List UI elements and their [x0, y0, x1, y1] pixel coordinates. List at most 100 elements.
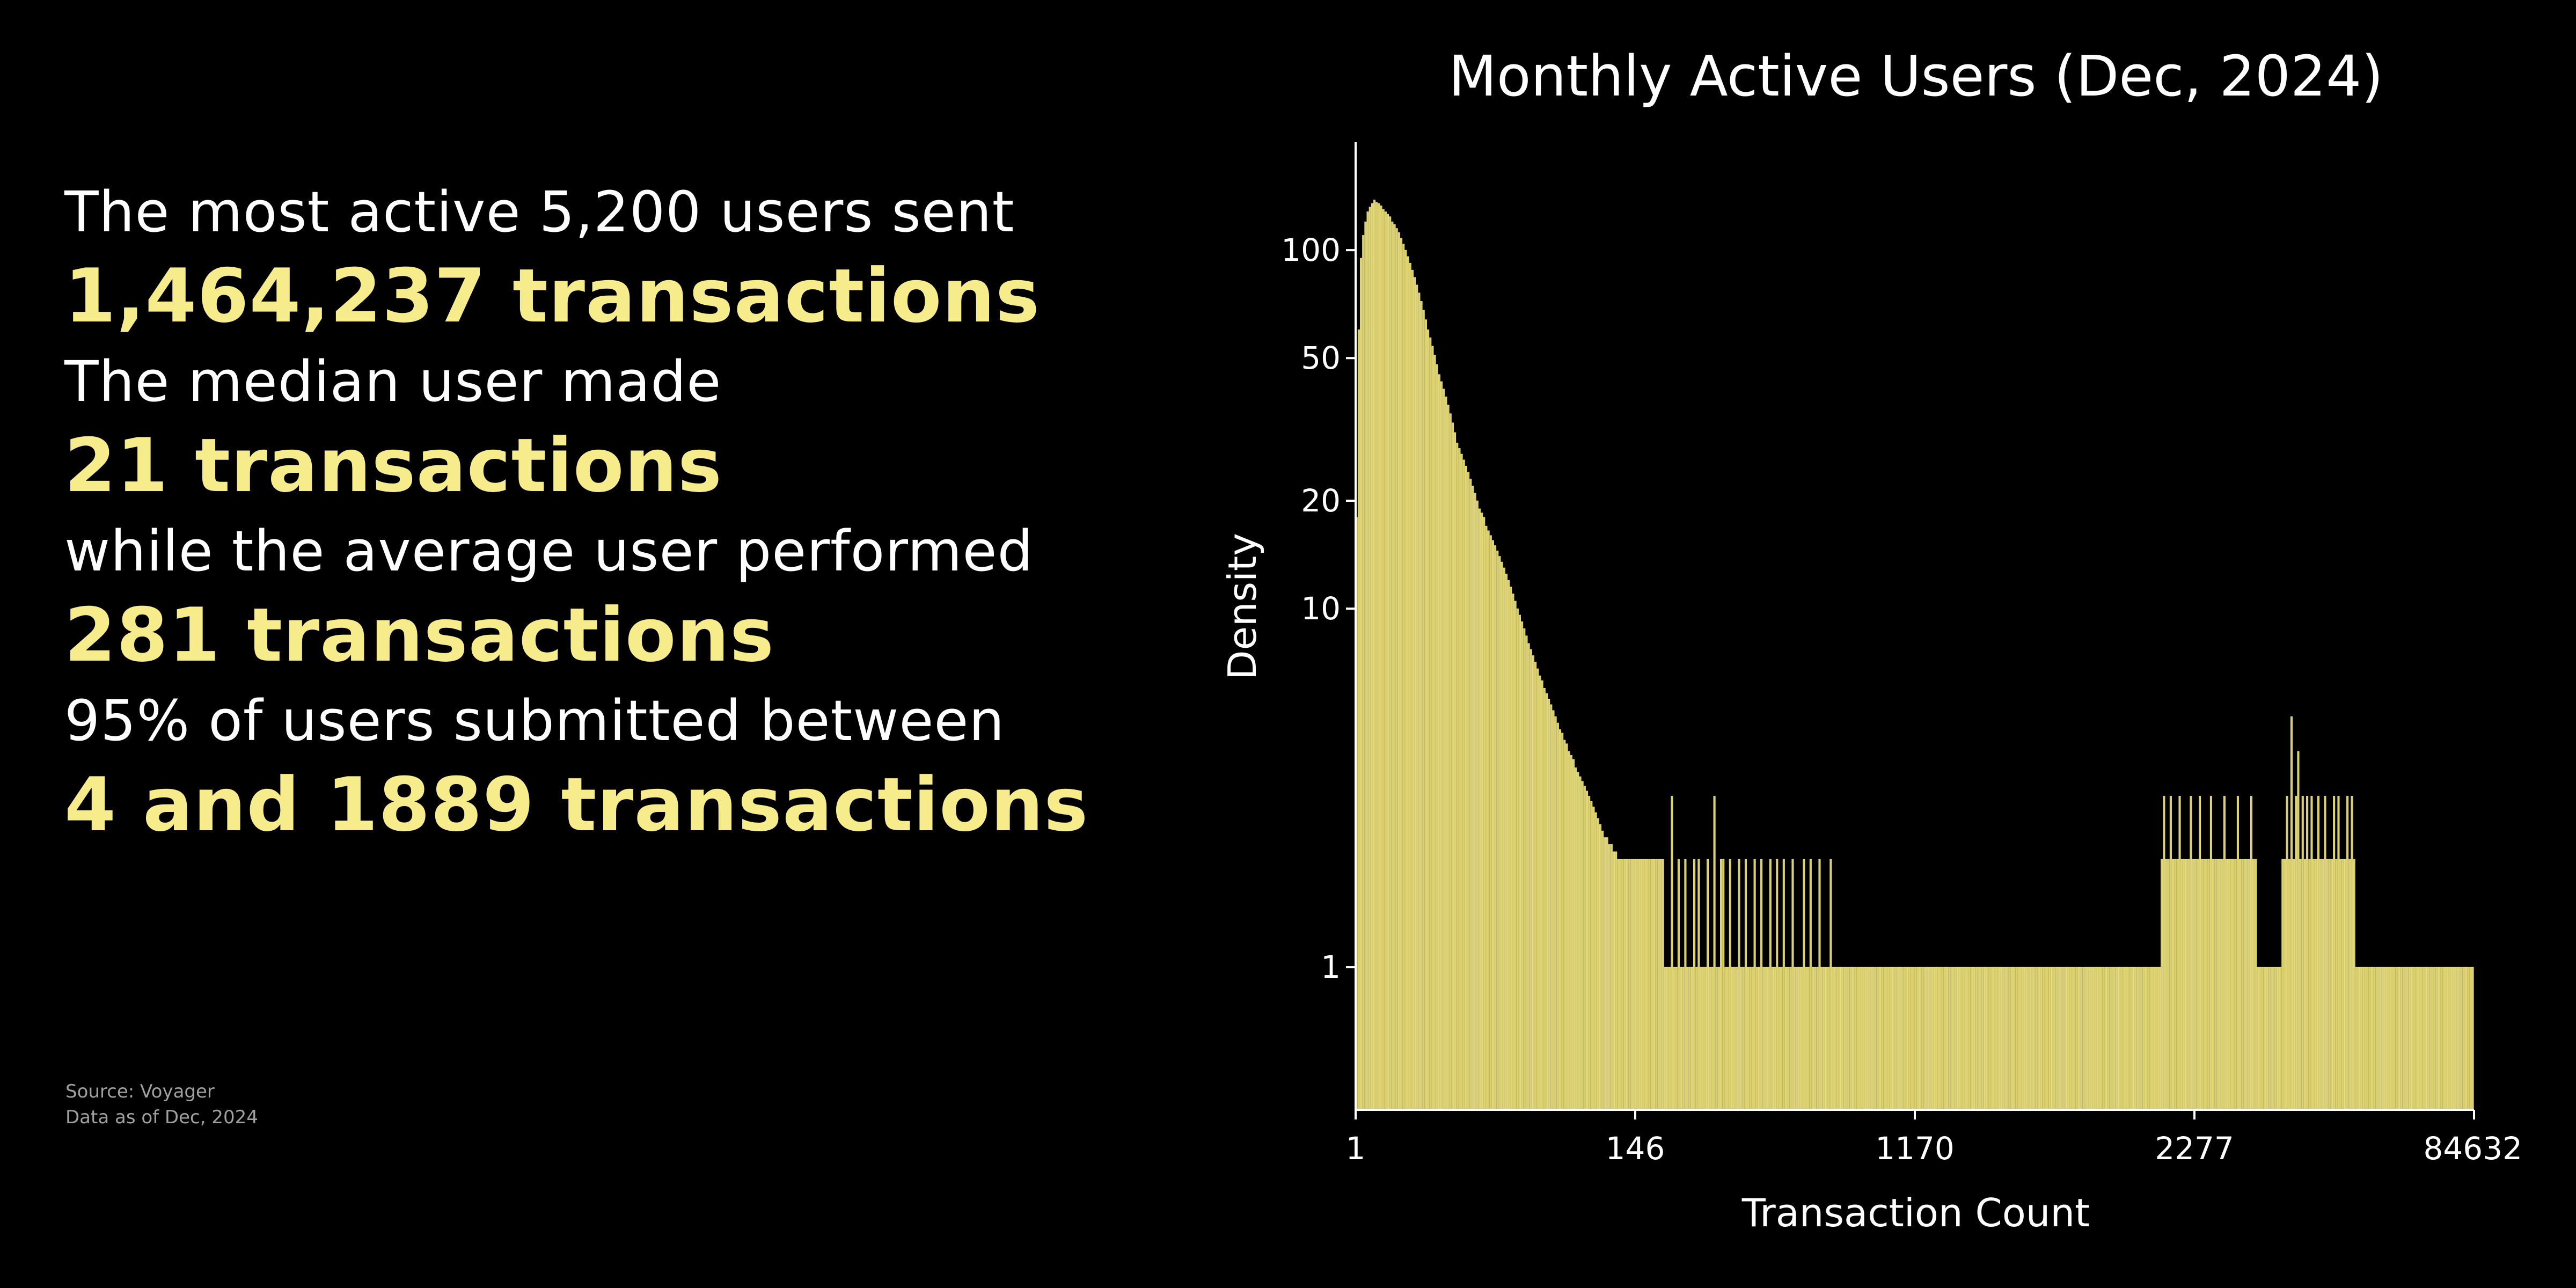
- histogram-bar: [2037, 967, 2040, 1110]
- histogram-bar: [1583, 786, 1586, 1110]
- histogram-bar: [2064, 967, 2067, 1110]
- histogram-bar: [1532, 655, 1534, 1110]
- histogram-bar: [1970, 967, 1973, 1110]
- histogram-bar: [2196, 859, 2199, 1110]
- histogram-bar: [1633, 859, 1635, 1110]
- histogram-bar: [2387, 967, 2389, 1110]
- histogram-bar: [2270, 967, 2273, 1110]
- histogram-bar: [2395, 967, 2398, 1110]
- histogram-bar: [2339, 859, 2342, 1110]
- histogram-bar: [1572, 759, 1575, 1110]
- histogram-bar: [1496, 551, 1499, 1110]
- histogram-bar: [2042, 967, 2045, 1110]
- histogram-bar: [1489, 535, 1492, 1110]
- histogram-bar: [1789, 967, 1792, 1110]
- histogram-bar: [2055, 967, 2058, 1110]
- histogram-bar: [1451, 422, 1454, 1110]
- histogram-bar: [1981, 967, 1984, 1110]
- histogram-bar: [1993, 967, 1995, 1110]
- histogram-bar: [1820, 967, 1823, 1110]
- histogram-bar: [1673, 967, 1675, 1110]
- histogram-bar: [2373, 967, 2376, 1110]
- histogram-bar: [1695, 967, 1698, 1110]
- histogram-bar: [1962, 967, 1964, 1110]
- histogram-bar: [2431, 967, 2434, 1110]
- histogram-bar: [1407, 256, 1409, 1110]
- histogram-bar: [2389, 967, 2391, 1110]
- histogram-bar: [1668, 967, 1671, 1110]
- histogram-bar: [1935, 967, 1937, 1110]
- histogram-bar: [2293, 859, 2295, 1110]
- histogram-bar: [1923, 967, 1926, 1110]
- histogram-bar: [2010, 967, 2013, 1110]
- histogram-bar: [1816, 967, 1819, 1110]
- stats-panel: The most active 5,200 users sent 1,464,2…: [64, 177, 1181, 855]
- histogram-bar: [1955, 967, 1957, 1110]
- histogram-bar: [1505, 574, 1507, 1110]
- histogram-bar: [1952, 967, 1955, 1110]
- histogram-bar: [1550, 704, 1553, 1110]
- histogram-bar: [1843, 967, 1846, 1110]
- histogram-bar: [1635, 859, 1637, 1110]
- histogram-bar: [1707, 859, 1709, 1110]
- histogram-bar: [1946, 967, 1949, 1110]
- histogram-bar: [2353, 859, 2355, 1110]
- histogram-bar: [1827, 967, 1830, 1110]
- histogram-bar: [2187, 859, 2190, 1110]
- histogram-bar: [1794, 967, 1796, 1110]
- histogram-bar: [2098, 967, 2101, 1110]
- histogram-bar: [2355, 967, 2358, 1110]
- histogram-bar: [2333, 796, 2336, 1110]
- histogram-bar: [1644, 859, 1646, 1110]
- histogram-bar: [2346, 796, 2349, 1110]
- histogram-bar: [2000, 967, 2002, 1110]
- histogram-bar: [1798, 967, 1801, 1110]
- histogram-bar: [2335, 859, 2338, 1110]
- histogram-bar: [1575, 767, 1577, 1110]
- histogram-bar: [2322, 859, 2324, 1110]
- histogram-bar: [1704, 967, 1707, 1110]
- histogram-bar: [1796, 967, 1798, 1110]
- histogram-bar: [1865, 967, 1868, 1110]
- histogram-bar: [1539, 675, 1541, 1110]
- histogram-bar: [2205, 859, 2208, 1110]
- histogram-bar: [1769, 859, 1772, 1110]
- histogram-bar: [1545, 693, 1548, 1110]
- histogram-bar: [2089, 967, 2091, 1110]
- histogram-bar: [1968, 967, 1971, 1110]
- histogram-bar: [2006, 967, 2009, 1110]
- histogram-bar: [1753, 859, 1756, 1110]
- histogram-bar: [2467, 967, 2470, 1110]
- histogram-bar: [2060, 967, 2062, 1110]
- histogram-bar: [1939, 967, 1942, 1110]
- histogram-bar: [1568, 751, 1570, 1110]
- histogram-bar: [1805, 967, 1807, 1110]
- histogram-bar: [1778, 967, 1781, 1110]
- histogram-bar: [1838, 967, 1841, 1110]
- histogram-bar: [1380, 206, 1382, 1110]
- histogram-bar: [1856, 967, 1859, 1110]
- histogram-bar: [2301, 796, 2304, 1110]
- histogram-bar: [1713, 796, 1716, 1110]
- histogram-bar: [2165, 859, 2168, 1110]
- histogram-bar: [1686, 967, 1689, 1110]
- histogram-bar: [1845, 967, 1848, 1110]
- histogram-bar: [2120, 967, 2123, 1110]
- histogram-bar: [1841, 967, 1843, 1110]
- histogram-bar: [2142, 967, 2145, 1110]
- histogram-bar: [1525, 635, 1528, 1110]
- histogram-bar: [2138, 967, 2141, 1110]
- histogram-bar: [1975, 967, 1978, 1110]
- histogram-bar: [2158, 967, 2161, 1110]
- histogram-bar: [2096, 967, 2098, 1110]
- histogram-bar: [2035, 967, 2038, 1110]
- histogram-bar: [1456, 442, 1459, 1110]
- histogram-bar: [2040, 967, 2043, 1110]
- histogram-bar: [1409, 262, 1411, 1110]
- histogram-bar: [2281, 859, 2284, 1110]
- histogram-bar: [1682, 967, 1685, 1110]
- histogram-bar: [1393, 224, 1396, 1110]
- histogram-bar: [2433, 967, 2436, 1110]
- histogram-bar: [2308, 859, 2311, 1110]
